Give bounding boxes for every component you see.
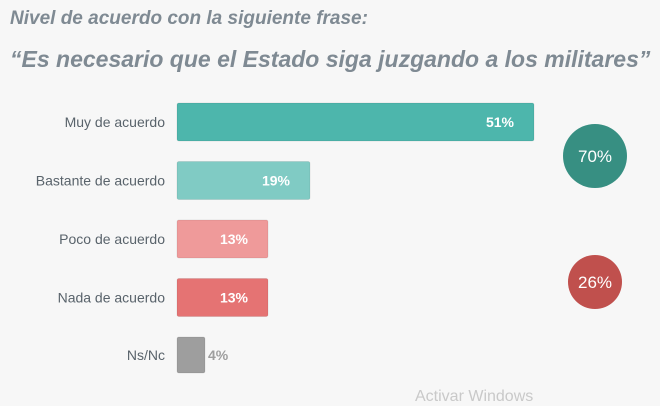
chart-subtitle: “Es necesario que el Estado siga juzgand… [10,46,651,72]
total-desacuerdo-circle [568,255,622,309]
activation-watermark: Activar Windows [415,388,534,405]
category-label-muy-de-acuerdo: Muy de acuerdo [65,114,166,130]
value-label-bastante-de-acuerdo: 19% [262,173,291,189]
total-acuerdo-circle [563,124,627,188]
total-desacuerdo-label: 26% [578,273,612,292]
category-label-nada-de-acuerdo: Nada de acuerdo [58,290,166,306]
bar-poco-de-acuerdo [176,219,269,259]
category-label-bastante-de-acuerdo: Bastante de acuerdo [36,173,165,189]
value-label-muy-de-acuerdo: 51% [486,114,515,130]
value-label-nada-de-acuerdo: 13% [220,290,249,306]
chart-title: Nivel de acuerdo con la siguiente frase: [10,8,368,29]
category-label-ns-nc: Ns/Nc [127,347,165,363]
category-label-poco-de-acuerdo: Poco de acuerdo [59,231,165,247]
bar-ns-nc [176,336,206,374]
value-label-poco-de-acuerdo: 13% [220,231,249,247]
total-acuerdo-label: 70% [578,147,612,166]
bar-muy-de-acuerdo [176,102,535,142]
bar-nada-de-acuerdo [176,278,269,317]
value-label-ns-nc: 4% [208,347,229,363]
bar-bastante-de-acuerdo [176,161,311,200]
